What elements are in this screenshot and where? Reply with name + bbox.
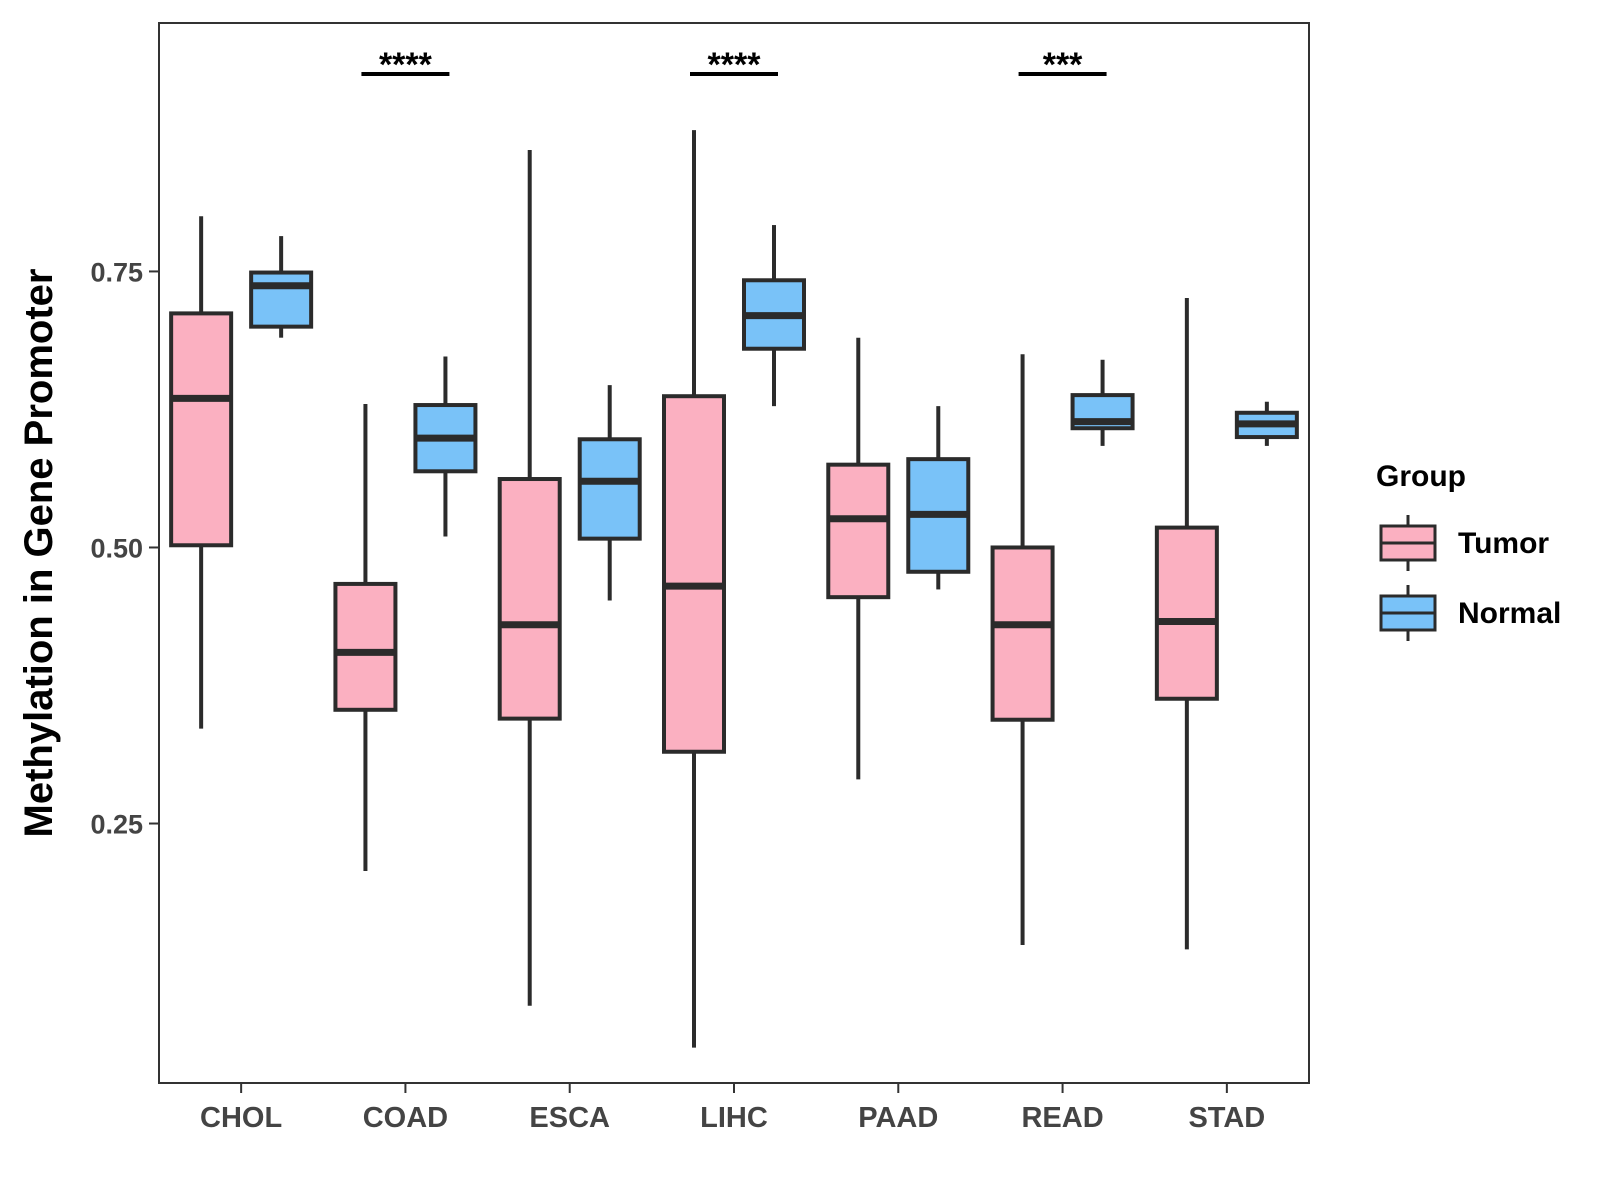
y-tick-label: 0.50 <box>90 533 143 563</box>
box-normal-esca <box>577 385 642 601</box>
x-tick-label: READ <box>1021 1102 1103 1134</box>
x-tick-label: COAD <box>363 1102 448 1134</box>
box-body <box>333 581 398 712</box>
box-tumor-stad <box>1154 297 1219 950</box>
box-normal-lihc <box>742 225 806 407</box>
box-body <box>249 270 314 329</box>
x-tick-label: CHOL <box>200 1102 282 1134</box>
box-body <box>577 437 642 541</box>
significance-label: **** <box>379 46 433 84</box>
significance-read: *** <box>1018 46 1107 84</box>
significance-lihc: **** <box>690 46 778 84</box>
x-tick-label: STAD <box>1188 1102 1265 1134</box>
y-tick-label: 0.75 <box>90 257 143 287</box>
box-normal-read <box>1070 359 1135 446</box>
x-tick-label: ESCA <box>529 1102 610 1134</box>
legend-label: Tumor <box>1458 527 1549 560</box>
box-groups <box>169 130 1299 1048</box>
box-tumor-coad <box>333 403 398 871</box>
box-body <box>169 311 234 548</box>
box-tumor-chol <box>169 216 234 729</box>
box-tumor-paad <box>826 337 891 780</box>
box-normal-paad <box>906 406 971 590</box>
significance-label: **** <box>708 46 762 84</box>
box-body <box>662 394 726 754</box>
significance-coad: **** <box>361 46 450 84</box>
x-tick-label: PAAD <box>858 1102 938 1134</box>
box-tumor-lihc <box>662 130 726 1048</box>
box-tumor-esca <box>497 149 562 1006</box>
axis-ticks: 0.25 0.50 0.75 CHOL COAD ESCA LIHC PAAD READ STAD <box>90 257 1265 1134</box>
plot-panel-border <box>158 22 1310 1084</box>
box-normal-stad <box>1234 401 1299 446</box>
box-normal-coad <box>413 356 478 537</box>
box-body <box>990 545 1055 722</box>
significance-label: *** <box>1043 46 1083 84</box>
y-axis-title: Methylation in Gene Promoter <box>17 269 61 838</box>
box-body <box>497 477 562 721</box>
y-tick-label: 0.25 <box>90 810 143 840</box>
legend-item-tumor: Tumor <box>1379 515 1549 571</box>
legend: Group Tumor Normal <box>1376 460 1561 641</box>
x-tick-label: LIHC <box>700 1102 768 1134</box>
legend-title: Group <box>1376 460 1466 493</box>
legend-item-normal: Normal <box>1379 585 1561 641</box>
significance-annotations: **** **** *** <box>361 46 1107 84</box>
box-body <box>1154 525 1219 701</box>
box-normal-chol <box>249 236 314 338</box>
box-tumor-read <box>990 354 1055 945</box>
legend-label: Normal <box>1458 597 1561 630</box>
box-body <box>826 462 891 600</box>
